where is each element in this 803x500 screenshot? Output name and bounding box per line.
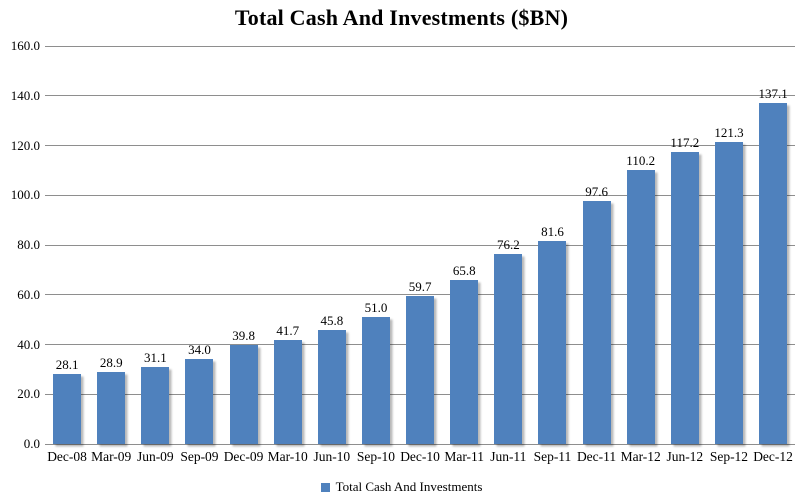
bar-column: 45.8 (310, 46, 354, 444)
bar-column: 51.0 (354, 46, 398, 444)
bar-column: 65.8 (442, 46, 486, 444)
bar (361, 317, 390, 444)
x-axis-category-label: Jun-12 (666, 449, 704, 464)
bar-series: 28.1 28.9 31.1 34.0 39.8 41.7 45.8 51.0 59.7 65.8… (45, 46, 795, 444)
x-axis-category-label: Dec-10 (400, 449, 440, 464)
bar (626, 169, 655, 444)
bar (317, 330, 346, 444)
y-axis-tick-label: 120.0 (10, 137, 40, 153)
bar (97, 372, 126, 444)
bar (582, 201, 611, 444)
bar-value-label: 31.1 (143, 349, 167, 365)
bar-column: 59.7 (398, 46, 442, 444)
y-axis-tick-label: 100.0 (10, 187, 40, 203)
bar-value-label: 28.9 (99, 355, 123, 371)
bar-column: 39.8 (222, 46, 266, 444)
legend-swatch-icon (320, 482, 330, 492)
x-axis: Dec-08 Mar-09 Jun-09 Sep-09 Dec-09 Mar-10 Jun-… (45, 450, 795, 464)
legend-label: Total Cash And Investments (335, 479, 483, 494)
bar-value-label: 117.2 (670, 135, 700, 151)
gridline (45, 45, 795, 47)
gridline (45, 194, 795, 196)
x-axis-category-label: Dec-11 (576, 449, 617, 464)
x-axis-category-label: Dec-09 (223, 449, 264, 464)
bar (538, 241, 567, 444)
bar-column: 31.1 (133, 46, 177, 444)
bar-column: 137.1 (751, 46, 795, 444)
x-axis-category-label: Dec-08 (47, 449, 87, 464)
plot-area: 28.1 28.9 31.1 34.0 39.8 41.7 45.8 51.0 59.7 65.8… (45, 45, 795, 445)
x-axis-category-label: Sep-11 (533, 449, 572, 464)
bar-value-label: 110.2 (626, 152, 656, 168)
bar-value-label: 39.8 (232, 328, 255, 343)
bar (273, 340, 302, 444)
bar-value-label: 41.7 (276, 323, 300, 339)
bar-column: 34.0 (177, 46, 221, 444)
bar-value-label: 28.1 (55, 357, 79, 373)
legend: Total Cash And Investments (0, 479, 803, 495)
bar-value-label: 34.0 (188, 342, 211, 358)
y-axis-tick-label: 40.0 (17, 336, 40, 352)
y-axis-tick-label: 60.0 (17, 286, 40, 302)
x-axis-category-label: Dec-12 (753, 449, 793, 464)
bar (141, 366, 170, 444)
bar-column: 117.2 (663, 46, 707, 444)
bar-value-label: 137.1 (758, 85, 788, 101)
gridline (45, 145, 795, 146)
y-axis-tick-label: 140.0 (10, 87, 40, 103)
bar-column: 81.6 (530, 46, 574, 444)
bar-column: 121.3 (707, 46, 751, 444)
bar (450, 280, 479, 444)
y-axis-tick-label: 80.0 (17, 237, 40, 252)
y-axis-tick-label: 160.0 (10, 38, 40, 53)
x-axis-category-label: Mar-10 (267, 449, 308, 464)
x-axis-line (45, 443, 795, 445)
y-axis: 160.0 140.0 120.0 100.0 80.0 60.0 40.0 20.0 0.0 (0, 38, 40, 451)
bar-value-label: 65.8 (452, 263, 476, 279)
x-axis-category-label: Mar-12 (620, 449, 661, 464)
x-axis-category-label: Jun-09 (136, 449, 174, 464)
bar-value-label: 59.7 (408, 278, 432, 294)
bar-column: 76.2 (486, 46, 530, 444)
x-axis-category-label: Sep-12 (709, 449, 749, 464)
bar-value-label: 45.8 (320, 313, 344, 329)
bar (494, 254, 523, 444)
bar-column: 97.6 (575, 46, 619, 444)
bar-value-label: 81.6 (541, 224, 564, 240)
x-axis-category-label: Mar-09 (91, 449, 132, 464)
x-axis-category-label: Sep-09 (180, 449, 219, 464)
bar (714, 142, 743, 444)
chart-title: Total Cash And Investments ($BN) (234, 5, 569, 30)
x-axis-category-label: Sep-10 (356, 449, 396, 464)
bar-value-label: 51.0 (364, 300, 388, 316)
bar (759, 102, 788, 444)
x-axis-category-label: Jun-11 (490, 449, 527, 464)
bar-column: 110.2 (619, 46, 663, 444)
bar-column: 28.1 (45, 46, 89, 444)
bar (229, 345, 258, 444)
bar-value-label: 97.6 (585, 184, 608, 200)
gridline (45, 294, 795, 296)
gridline (45, 95, 795, 97)
gridline (45, 244, 795, 246)
bar-column: 28.9 (89, 46, 133, 444)
x-axis-category-label: Jun-10 (313, 449, 351, 464)
y-axis-tick-label: 0.0 (23, 436, 40, 451)
bar-value-label: 76.2 (496, 237, 520, 253)
bar-value-label: 121.3 (714, 125, 744, 141)
bar-column: 41.7 (266, 46, 310, 444)
y-axis-tick-label: 20.0 (17, 386, 40, 402)
bar (670, 152, 699, 444)
bar (406, 295, 435, 444)
bar (53, 374, 82, 444)
x-axis-category-label: Mar-11 (444, 449, 485, 464)
bar (185, 359, 214, 444)
